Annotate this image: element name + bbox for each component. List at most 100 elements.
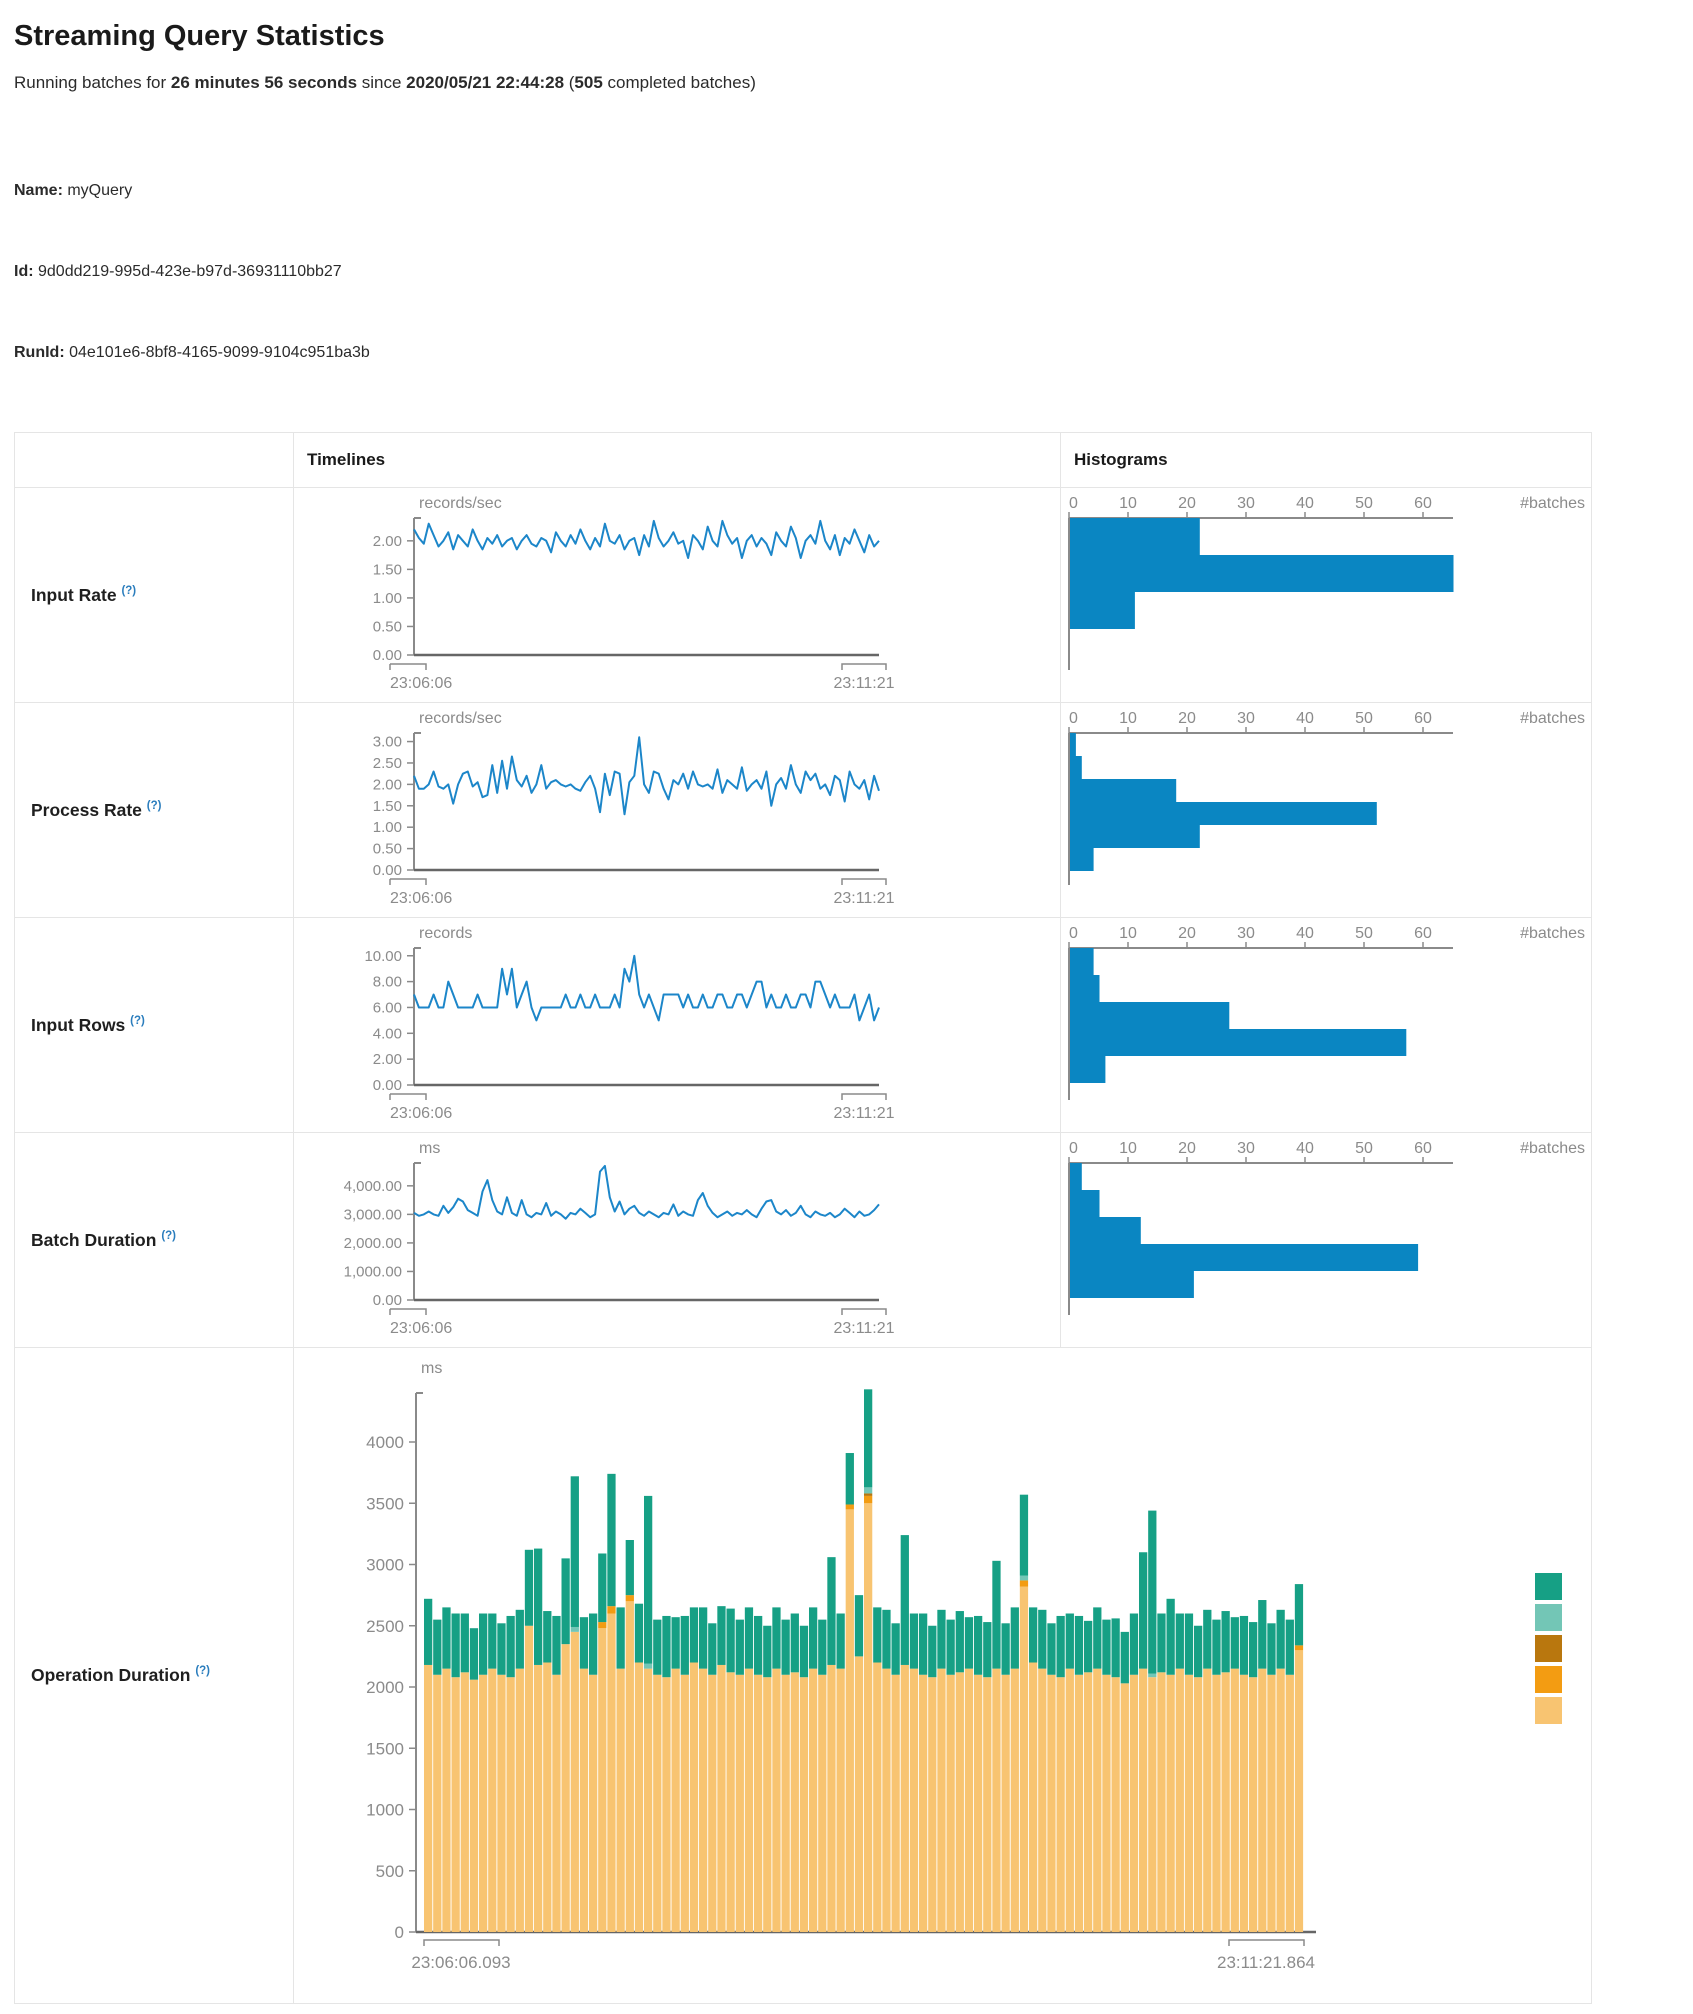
header-histograms: Histograms [1060, 432, 1592, 488]
svg-text:10: 10 [1119, 710, 1137, 727]
table-row: Batch Duration (?) ms 4,000.00 3,000.00 2,0… [14, 1132, 1592, 1348]
name-label: Name: [14, 182, 63, 199]
svg-text:ms: ms [421, 1360, 442, 1377]
svg-text:30: 30 [1237, 1140, 1255, 1157]
svg-text:4.00: 4.00 [373, 1025, 402, 1042]
svg-text:1.00: 1.00 [373, 819, 402, 836]
svg-text:2000: 2000 [366, 1678, 404, 1697]
svg-text:1500: 1500 [366, 1739, 404, 1758]
svg-text:50: 50 [1355, 925, 1373, 942]
svg-text:#batches: #batches [1520, 925, 1585, 942]
svg-text:4,000.00: 4,000.00 [344, 1178, 402, 1195]
svg-text:records/sec: records/sec [419, 710, 502, 727]
svg-text:30: 30 [1237, 925, 1255, 942]
svg-text:1000: 1000 [366, 1801, 404, 1820]
batch-duration-histogram-chart: #batches 0 10 20 30 40 50 60 [1068, 1140, 1585, 1315]
svg-text:30: 30 [1237, 710, 1255, 727]
batches-open: ( [564, 73, 575, 92]
svg-text:2.50: 2.50 [373, 755, 402, 772]
input-rate-histogram-chart: #batches 0 10 20 30 40 50 60 [1068, 495, 1585, 670]
svg-text:8.00: 8.00 [373, 974, 402, 991]
row-label-text: Process Rate [31, 799, 142, 820]
table-row: Process Rate (?) records/sec 3.00 2.50 2.00… [14, 702, 1592, 918]
svg-text:0.00: 0.00 [373, 1077, 402, 1094]
input-rate-histogram-cell: #batches 0 10 20 30 40 50 60 [1060, 487, 1592, 703]
svg-text:#batches: #batches [1520, 1140, 1585, 1157]
row-label-batch-duration: Batch Duration (?) [14, 1132, 294, 1348]
svg-text:0: 0 [1069, 1140, 1078, 1157]
svg-text:60: 60 [1414, 495, 1432, 512]
table-row: Input Rows (?) records 10.00 8.00 6.00 4.00 2… [14, 917, 1592, 1133]
svg-text:#batches: #batches [1520, 495, 1585, 512]
svg-text:20: 20 [1178, 1140, 1196, 1157]
input-rows-histogram-cell: #batches 0 10 20 30 40 50 60 [1060, 917, 1592, 1133]
svg-text:10.00: 10.00 [364, 948, 402, 965]
process-rate-timeline-chart: records/sec 3.00 2.50 2.00 1.50 1.00 0.50 0.00 2… [373, 710, 895, 907]
svg-text:50: 50 [1355, 710, 1373, 727]
svg-text:3000: 3000 [366, 1556, 404, 1575]
svg-text:23:11:21: 23:11:21 [833, 1105, 894, 1122]
svg-text:23:06:06: 23:06:06 [390, 1105, 452, 1122]
row-label-input-rows: Input Rows (?) [14, 917, 294, 1133]
svg-text:0.00: 0.00 [373, 647, 402, 664]
row-label-text: Input Rows [31, 1014, 126, 1035]
batch-duration-histogram-cell: #batches 0 10 20 30 40 50 60 [1060, 1132, 1592, 1348]
svg-text:40: 40 [1296, 1140, 1314, 1157]
svg-text:1.00: 1.00 [373, 590, 402, 607]
svg-text:40: 40 [1296, 495, 1314, 512]
id-value: 9d0dd219-995d-423e-b97d-36931110bb27 [33, 263, 342, 280]
svg-text:0: 0 [1069, 710, 1078, 727]
svg-text:#batches: #batches [1520, 710, 1585, 727]
svg-text:2.00: 2.00 [373, 533, 402, 550]
svg-text:3500: 3500 [366, 1494, 404, 1513]
svg-text:records/sec: records/sec [419, 495, 502, 512]
row-label-input-rate: Input Rate (?) [14, 487, 294, 703]
start-time: 2020/05/21 22:44:28 [406, 73, 565, 92]
svg-text:3,000.00: 3,000.00 [344, 1206, 402, 1223]
svg-text:0.50: 0.50 [373, 841, 402, 858]
operation-duration-chart: ms 4000 3500 3000 2500 2000 1500 1000 500 0 23:06:… [366, 1360, 1562, 1972]
help-icon[interactable]: (?) [130, 1014, 145, 1027]
svg-text:23:06:06: 23:06:06 [390, 890, 452, 907]
completed-batches-count: 505 [574, 73, 603, 92]
header-timelines: Timelines [293, 432, 1061, 488]
svg-text:20: 20 [1178, 710, 1196, 727]
row-label-text: Input Rate [31, 584, 117, 605]
operation-duration-cell: ms 4000 3500 3000 2500 2000 1500 1000 500 0 23:06:… [293, 1347, 1592, 2004]
svg-text:0: 0 [1069, 495, 1078, 512]
help-icon[interactable]: (?) [161, 1229, 176, 1242]
svg-text:23:11:21: 23:11:21 [833, 675, 894, 692]
row-label-text: Batch Duration [31, 1229, 157, 1250]
input-rate-timeline-cell: records/sec 2.00 1.50 1.00 0.50 0.00 23:06:06 2… [293, 487, 1061, 703]
svg-text:2.00: 2.00 [373, 776, 402, 793]
table-header-row: Timelines Histograms [14, 432, 1592, 488]
input-rate-timeline-chart: records/sec 2.00 1.50 1.00 0.50 0.00 23:06:06 2… [373, 495, 895, 692]
header-empty-cell [14, 432, 294, 488]
svg-text:23:06:06.093: 23:06:06.093 [411, 1953, 510, 1972]
svg-text:23:06:06: 23:06:06 [390, 675, 452, 692]
svg-text:10: 10 [1119, 495, 1137, 512]
svg-text:0.00: 0.00 [373, 1292, 402, 1309]
svg-text:40: 40 [1296, 925, 1314, 942]
help-icon[interactable]: (?) [195, 1665, 211, 1678]
help-icon[interactable]: (?) [121, 584, 137, 597]
svg-text:0: 0 [1069, 925, 1078, 942]
svg-text:500: 500 [376, 1862, 404, 1881]
svg-text:0: 0 [395, 1923, 404, 1942]
row-label-text: Operation Duration [31, 1665, 191, 1685]
runid-value: 04e101e6-8bf8-4165-9099-9104c951ba3b [64, 344, 370, 361]
svg-text:50: 50 [1355, 1140, 1373, 1157]
page-title: Streaming Query Statistics [14, 20, 385, 52]
help-icon[interactable]: (?) [146, 799, 162, 812]
svg-text:50: 50 [1355, 495, 1373, 512]
table-row: Input Rate (?) records/sec 2.00 1.50 1.00 0.… [14, 487, 1592, 703]
svg-text:23:11:21: 23:11:21 [833, 890, 894, 907]
svg-text:4000: 4000 [366, 1433, 404, 1452]
query-runid-line: RunId: 04e101e6-8bf8-4165-9099-9104c951b… [14, 339, 1679, 366]
input-rows-timeline-cell: records 10.00 8.00 6.00 4.00 2.00 0.00 23:06:06… [293, 917, 1061, 1133]
batch-duration-timeline-chart: ms 4,000.00 3,000.00 2,000.00 1,000.00 0.00 23… [344, 1140, 895, 1337]
svg-text:records: records [419, 925, 472, 942]
svg-text:1.50: 1.50 [373, 798, 402, 815]
batch-duration-timeline-cell: ms 4,000.00 3,000.00 2,000.00 1,000.00 0.00 23… [293, 1132, 1061, 1348]
